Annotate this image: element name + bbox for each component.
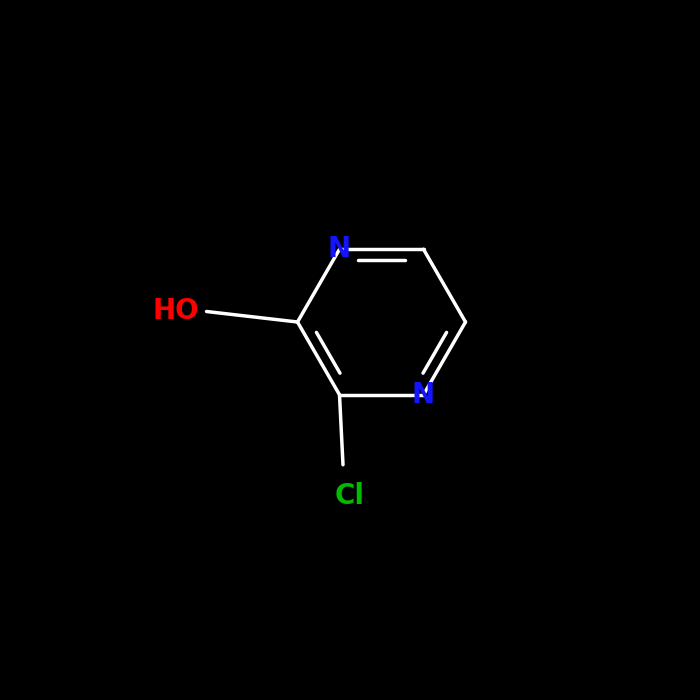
Text: Cl: Cl <box>335 482 365 510</box>
Text: N: N <box>412 381 435 409</box>
Text: HO: HO <box>153 298 199 326</box>
Text: N: N <box>328 235 351 263</box>
